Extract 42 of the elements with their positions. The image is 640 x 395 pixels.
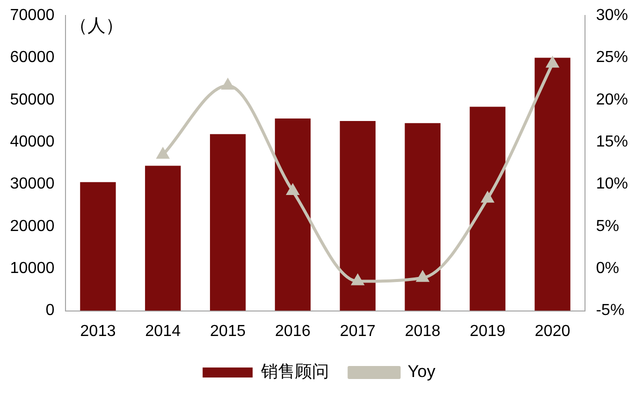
legend-label: Yoy [408, 362, 436, 382]
y-tick-label: 30000 [10, 176, 55, 193]
bar [340, 121, 376, 311]
x-tick-label: 2014 [145, 322, 181, 340]
x-tick-label: 2018 [404, 322, 441, 340]
y2-tick-label: 15% [596, 134, 628, 151]
point [416, 271, 428, 282]
point [352, 274, 364, 286]
point [286, 184, 299, 196]
point [222, 79, 234, 90]
y-tick-label: 0 [46, 302, 55, 320]
y-tick-label: 70000 [10, 7, 55, 24]
y2-tick-label: 0% [596, 260, 620, 278]
x-tick-label: 2020 [534, 322, 570, 340]
y2-tick-label: 10% [596, 176, 628, 193]
legend-label: 销售顾问 [260, 362, 330, 382]
bar [80, 182, 116, 311]
bar [470, 106, 506, 311]
x-tick-label: 2015 [210, 322, 246, 340]
x-tick-label: 2019 [470, 322, 506, 340]
y2-tick-label: 25% [596, 49, 628, 66]
x-tick-label: 2013 [80, 322, 116, 340]
y-tick-label: 60000 [10, 49, 55, 66]
point [157, 148, 169, 159]
y-axis-title: （人） [69, 16, 124, 36]
bar [145, 166, 181, 311]
bar [210, 134, 246, 311]
x-tick-label: 2016 [274, 322, 311, 340]
bar [404, 123, 440, 311]
point [482, 192, 494, 203]
y2-tick-label: -5% [596, 302, 624, 320]
y2-tick-label: 30% [596, 7, 628, 24]
y2-tick-label: 5% [596, 218, 620, 235]
y-tick-label: 20000 [10, 218, 55, 235]
y-tick-label: 40000 [10, 134, 55, 151]
x-tick-label: 2017 [340, 322, 376, 340]
y2-tick-label: 20% [596, 91, 628, 108]
point [546, 57, 558, 68]
y-tick-label: 50000 [10, 91, 55, 108]
bar [274, 118, 311, 311]
bar [534, 58, 570, 311]
y-tick-label: 10000 [10, 260, 55, 278]
